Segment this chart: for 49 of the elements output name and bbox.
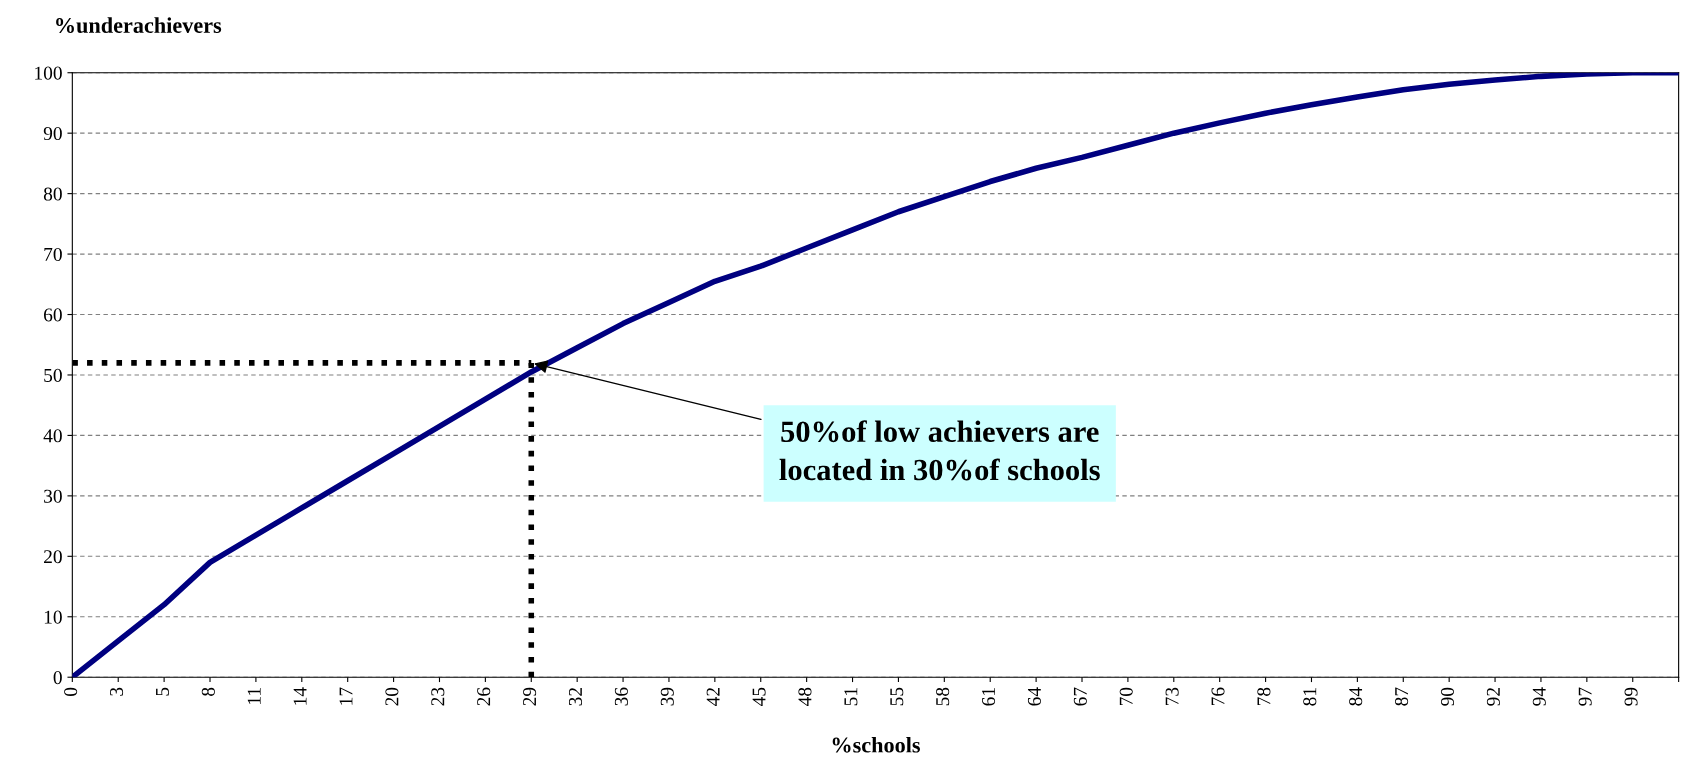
- x-tick-label: 64: [1027, 687, 1041, 706]
- x-tick-label: 70: [1119, 687, 1133, 706]
- y-tick-label: 90: [43, 126, 62, 141]
- x-tick-label: 23: [431, 687, 445, 706]
- y-tick-label: 50: [44, 368, 62, 382]
- x-tick-label: 97: [1578, 687, 1592, 706]
- annotation: 50%of low achievers are located in 30%of schools: [779, 420, 1100, 481]
- x-tick-label: 76: [1211, 687, 1225, 706]
- x-tick-label: 32: [568, 688, 583, 706]
- x-tick-label: 84: [1349, 687, 1363, 706]
- x-axis-title: %schools: [832, 736, 920, 753]
- y-tick-label: 30: [44, 489, 62, 503]
- x-tick-label: 94: [1532, 687, 1546, 706]
- x-tick-label: 92: [1486, 688, 1500, 706]
- y-tick-label: 40: [43, 429, 62, 443]
- y-tick-label: 70: [44, 247, 62, 262]
- x-tick-label: 67: [1073, 687, 1087, 706]
- x-tick-label: 5: [156, 687, 169, 696]
- x-tick-label: 8: [201, 687, 215, 696]
- x-tick-label: 14: [293, 687, 307, 705]
- y-axis-title: %underachievers: [56, 17, 222, 34]
- x-tick-label: 81: [1303, 688, 1317, 706]
- x-tick-label: 90: [1440, 687, 1455, 706]
- y-tick-label: 60: [43, 308, 62, 322]
- x-tick-label: 11: [247, 688, 261, 704]
- x-tick-label: 87: [1395, 687, 1409, 706]
- x-tick-label: 29: [523, 687, 537, 706]
- x-tick-label: 3: [110, 687, 124, 696]
- x-tick-label: 48: [798, 687, 812, 706]
- y-tick-label: 10: [44, 610, 62, 624]
- y-tick-label: 80: [43, 187, 62, 201]
- x-tick-label: 51: [844, 688, 858, 706]
- y-tick-label: 20: [44, 550, 62, 564]
- x-tick-label: 0: [64, 687, 78, 696]
- y-tick-label: 0: [53, 671, 62, 685]
- x-tick-label: 58: [936, 687, 950, 706]
- x-tick-label: 55: [890, 687, 904, 706]
- x-tick-label: 99: [1624, 687, 1638, 706]
- x-tick-label: 45: [752, 687, 766, 706]
- x-tick-label: 26: [477, 687, 491, 706]
- x-tick-label: 42: [706, 688, 720, 706]
- x-tick-label: 39: [660, 687, 674, 706]
- x-tick-label: 20: [385, 687, 399, 706]
- x-tick-label: 17: [339, 687, 353, 705]
- y-tick-label: 100: [35, 66, 62, 80]
- x-tick-label: 78: [1257, 687, 1271, 706]
- x-tick-label: 36: [614, 687, 628, 706]
- x-tick-label: 61: [982, 688, 996, 706]
- x-tick-label: 73: [1165, 687, 1179, 706]
